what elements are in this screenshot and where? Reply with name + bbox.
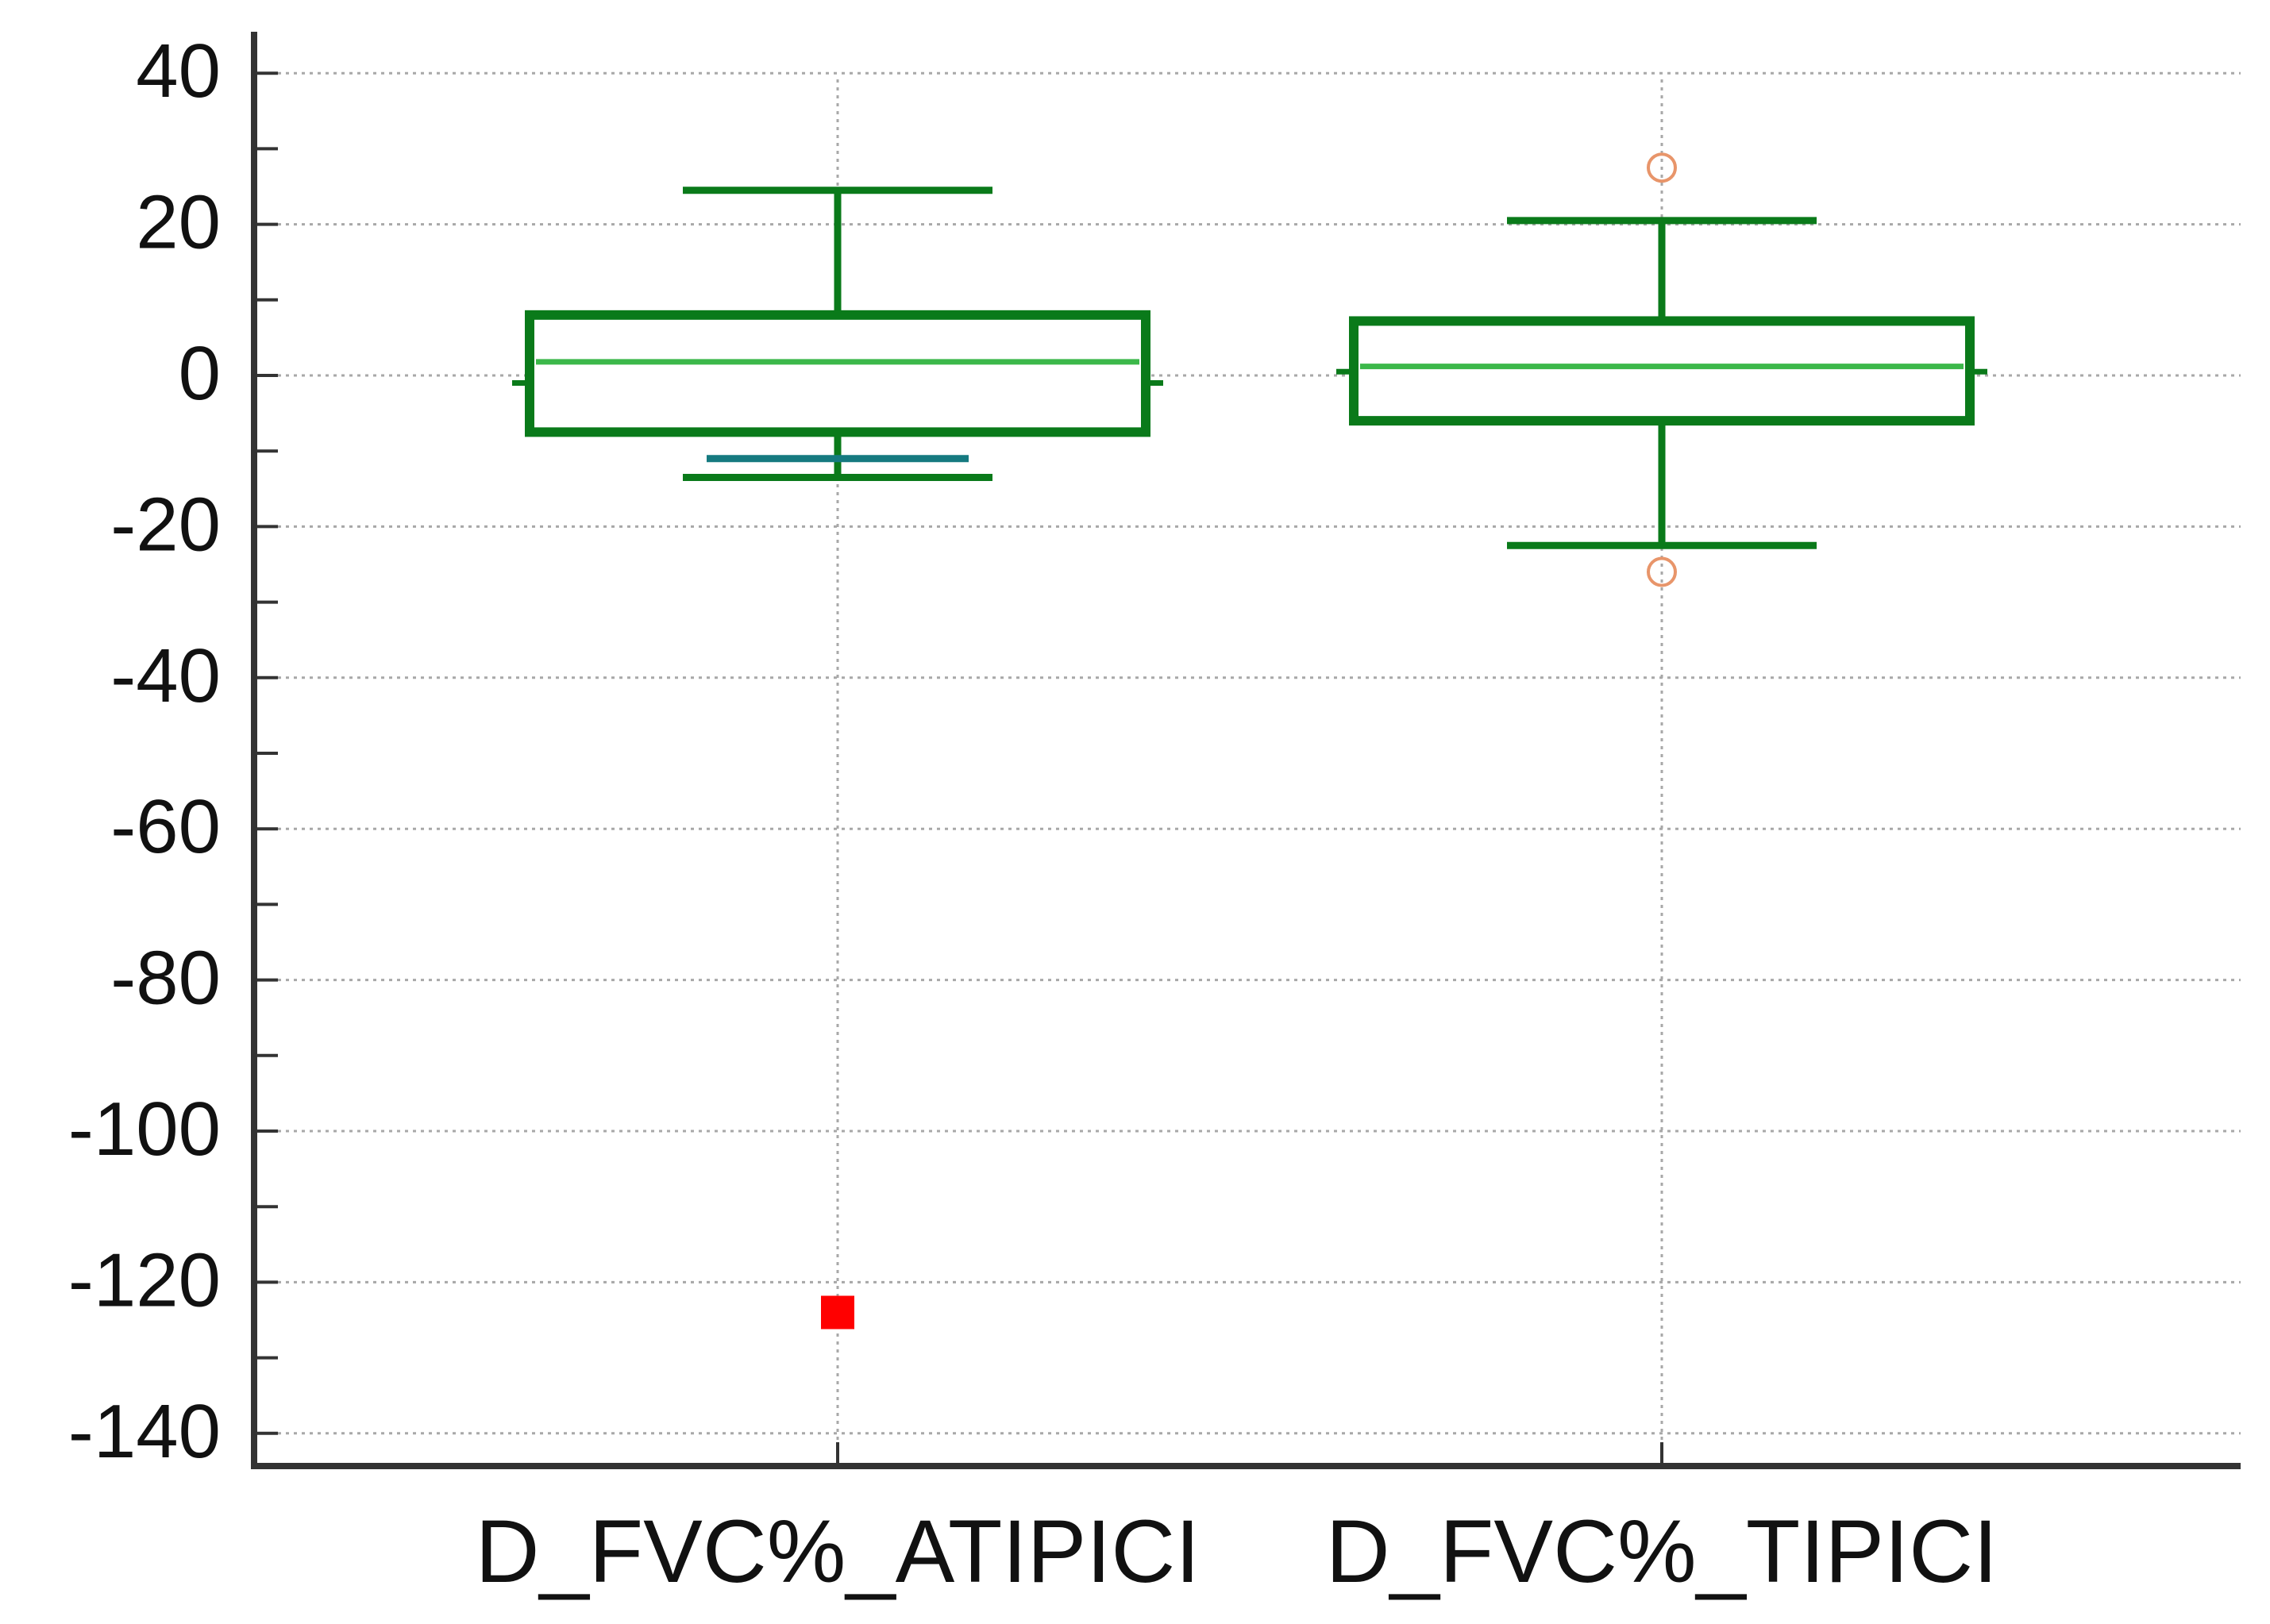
y-tick-label-9: -140 <box>68 1389 221 1474</box>
far-outlier-point-0-0 <box>821 1295 854 1330</box>
box-group-1 <box>1336 152 1987 587</box>
y-tick-label-8: -120 <box>68 1237 221 1322</box>
axis-layer <box>251 32 2241 1469</box>
box-layer <box>512 152 1987 1330</box>
y-tick-label-5: -60 <box>110 784 221 869</box>
grid-layer <box>254 71 2241 1466</box>
box-rect-1 <box>1349 316 1975 426</box>
box-rect-0 <box>525 310 1150 437</box>
x-category-label-0: D_FVC%_ATIPICI <box>476 1502 1201 1601</box>
y-tick-label-7: -100 <box>68 1087 221 1172</box>
y-tick-label-2: 0 <box>179 331 221 416</box>
y-tick-label-6: -80 <box>110 936 221 1021</box>
y-tick-label-1: 20 <box>136 180 221 265</box>
outlier-point-1-0 <box>1647 152 1677 183</box>
y-tick-label-3: -20 <box>110 482 221 567</box>
y-tick-label-4: -40 <box>110 633 221 718</box>
outlier-point-1-1 <box>1647 556 1677 587</box>
box-group-0 <box>512 187 1163 1330</box>
y-tick-label-0: 40 <box>136 29 221 114</box>
x-category-label-1: D_FVC%_TIPICI <box>1326 1502 1998 1601</box>
label-layer: 40 20 0 -20 -40 -60 -80 -100 -120 -140 D_FVC%_ATIP… <box>68 29 1998 1601</box>
